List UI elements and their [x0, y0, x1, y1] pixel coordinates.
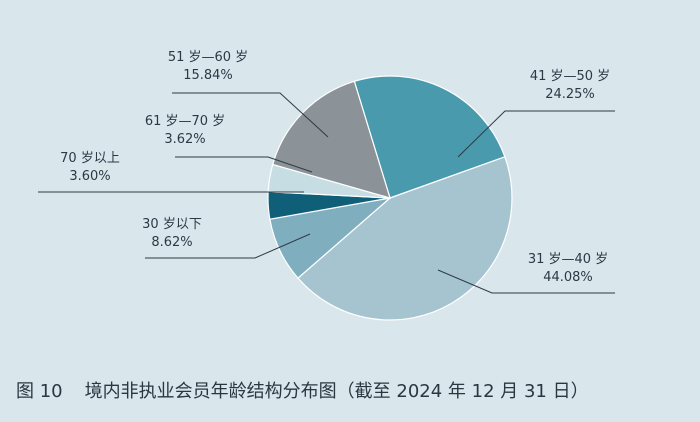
slice-label-61岁-70岁: 61 岁—70 岁: [145, 114, 225, 129]
slice-value-31岁-40岁: 44.08%: [543, 270, 593, 285]
slice-label-30岁以下: 30 岁以下: [142, 217, 202, 232]
leader-line-51岁-60岁: [172, 92, 329, 138]
leader-line-41岁-50岁: [457, 110, 615, 158]
slice-label-31岁-40岁: 31 岁—40 岁: [528, 252, 608, 267]
leader-lines: [38, 92, 615, 294]
figure-title: 境内非执业会员年龄结构分布图（截至 2024 年 12 月 31 日）: [84, 381, 589, 402]
slice-label-41岁-50岁: 41 岁—50 岁: [530, 69, 610, 84]
slice-value-51岁-60岁: 15.84%: [183, 68, 233, 83]
slice-labels: 41 岁—50 岁 24.25% 31 岁—40 岁 44.08% 30 岁以下 8.62…: [60, 50, 610, 285]
slice-label-51岁-60岁: 51 岁—60 岁: [168, 50, 248, 65]
slice-value-61岁-70岁: 3.62%: [164, 132, 205, 147]
leader-line-61岁-70岁: [175, 156, 313, 173]
figure-number: 图 10: [16, 381, 63, 402]
slice-label-70岁以上: 70 岁以上: [60, 151, 120, 166]
slice-value-70岁以上: 3.60%: [69, 169, 110, 184]
leader-line-30岁以下: [145, 233, 311, 259]
pie-chart: 41 岁—50 岁 24.25% 31 岁—40 岁 44.08% 30 岁以下 8.62…: [38, 50, 615, 321]
pie-slice-41岁-50岁: [353, 75, 506, 199]
slice-value-30岁以下: 8.62%: [151, 235, 192, 250]
slice-value-41岁-50岁: 24.25%: [545, 87, 595, 102]
leader-line-31岁-40岁: [437, 269, 615, 294]
pie-slices: [267, 75, 513, 321]
figure-caption: 图 10 境内非执业会员年龄结构分布图（截至 2024 年 12 月 31 日）: [16, 372, 700, 412]
